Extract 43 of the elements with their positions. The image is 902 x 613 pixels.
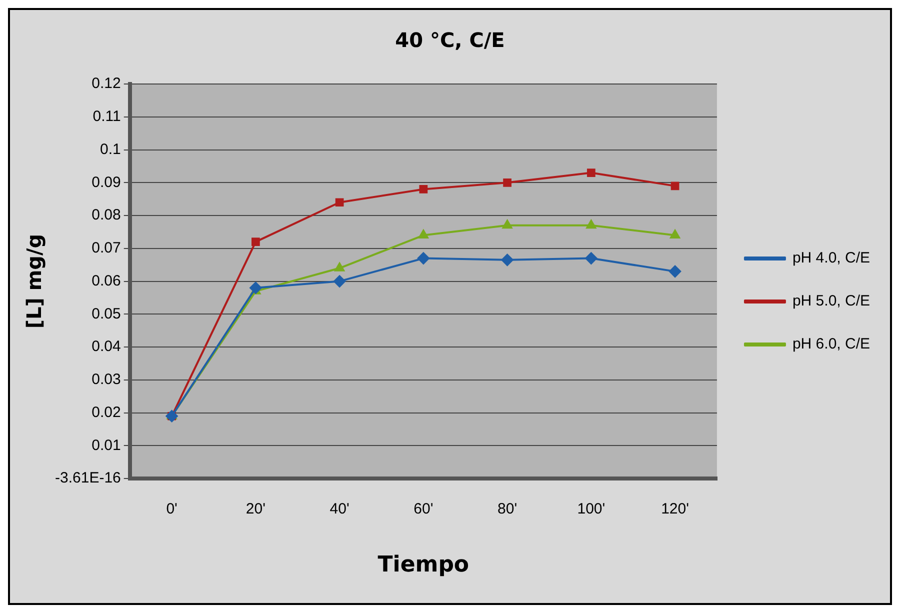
point [250,282,262,294]
x-tick-label: 40' [330,500,350,518]
point [418,230,428,239]
point [501,254,514,266]
point [252,238,260,246]
y-tick-label: 0.11 [92,108,121,126]
point [503,178,512,187]
x-tick-label: 100' [577,500,606,518]
point [419,185,428,194]
y-tick-label: -3.61E-16 [55,470,121,487]
x-tick-label: 0' [166,500,178,518]
point [334,262,344,272]
point [586,220,596,229]
y-tick-label: 0.07 [92,240,121,257]
y-tick-label: 0.05 [92,305,121,322]
x-tick-label: 60' [414,500,434,518]
y-tick-label: 0.06 [92,272,121,290]
y-tick-label: 0.1 [100,140,121,158]
legend-label: pH 5.0, C/E [792,292,870,310]
point [335,198,344,207]
y-tick-label: 0.01 [92,436,121,454]
y-tick-label: 0.03 [92,371,121,388]
point [670,230,680,239]
y-axis-title: [L] mg/g [22,234,46,329]
legend-label: pH 4.0, C/E [792,250,870,267]
y-tick-label: 0.04 [92,338,121,356]
chart-title: 40 °C, C/E [395,28,505,52]
y-tick-label: 0.08 [92,206,121,224]
x-tick-label: 120' [661,500,690,518]
y-tick-label: 0.12 [92,75,121,92]
point [334,275,346,288]
x-tick-label: 20' [246,500,266,518]
y-tick-label: 0.09 [92,174,121,191]
point [670,182,680,190]
legend-label: pH 6.0, C/E [792,336,870,353]
x-tick-label: 80' [498,500,518,518]
point [586,168,596,177]
y-tick-label: 0.02 [92,404,121,421]
point [502,220,512,229]
point [669,265,682,278]
point [417,252,430,264]
x-axis-title: Tiempo [378,552,470,578]
point [585,252,598,264]
